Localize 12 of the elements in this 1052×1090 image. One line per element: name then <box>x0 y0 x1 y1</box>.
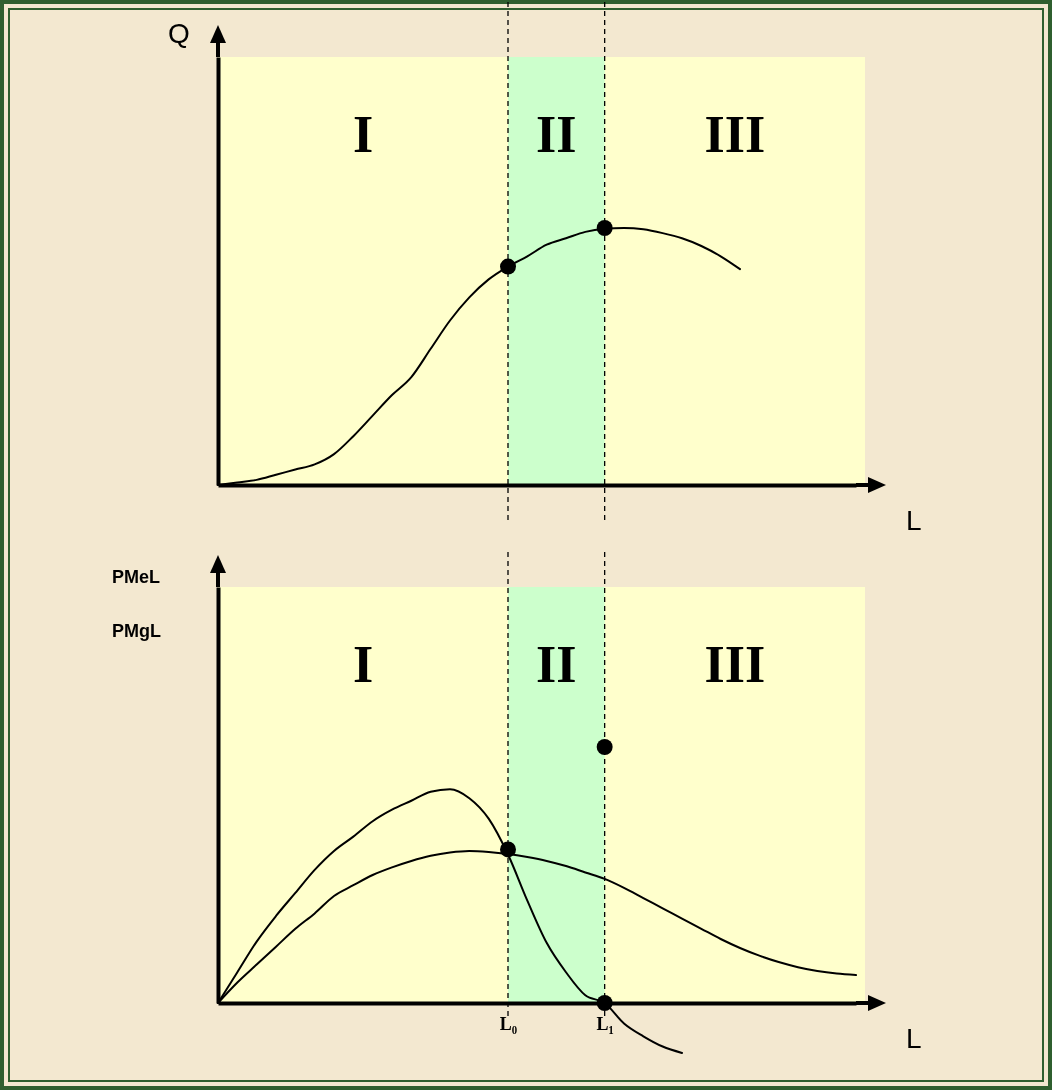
text: I <box>352 636 374 693</box>
text: III <box>704 106 766 163</box>
text: PMeL PMgL <box>112 567 161 641</box>
band-label: II <box>536 106 577 163</box>
y-axis-title: Q <box>168 18 190 49</box>
x-tick-label: L₁ <box>596 1013 614 1034</box>
text: III <box>704 636 766 693</box>
band-label: II <box>536 636 577 693</box>
text: I <box>352 106 374 163</box>
x-axis-title: L <box>906 1023 922 1054</box>
x-axis-title: L <box>906 505 922 536</box>
x-tick-label: L₀ <box>499 1013 518 1034</box>
